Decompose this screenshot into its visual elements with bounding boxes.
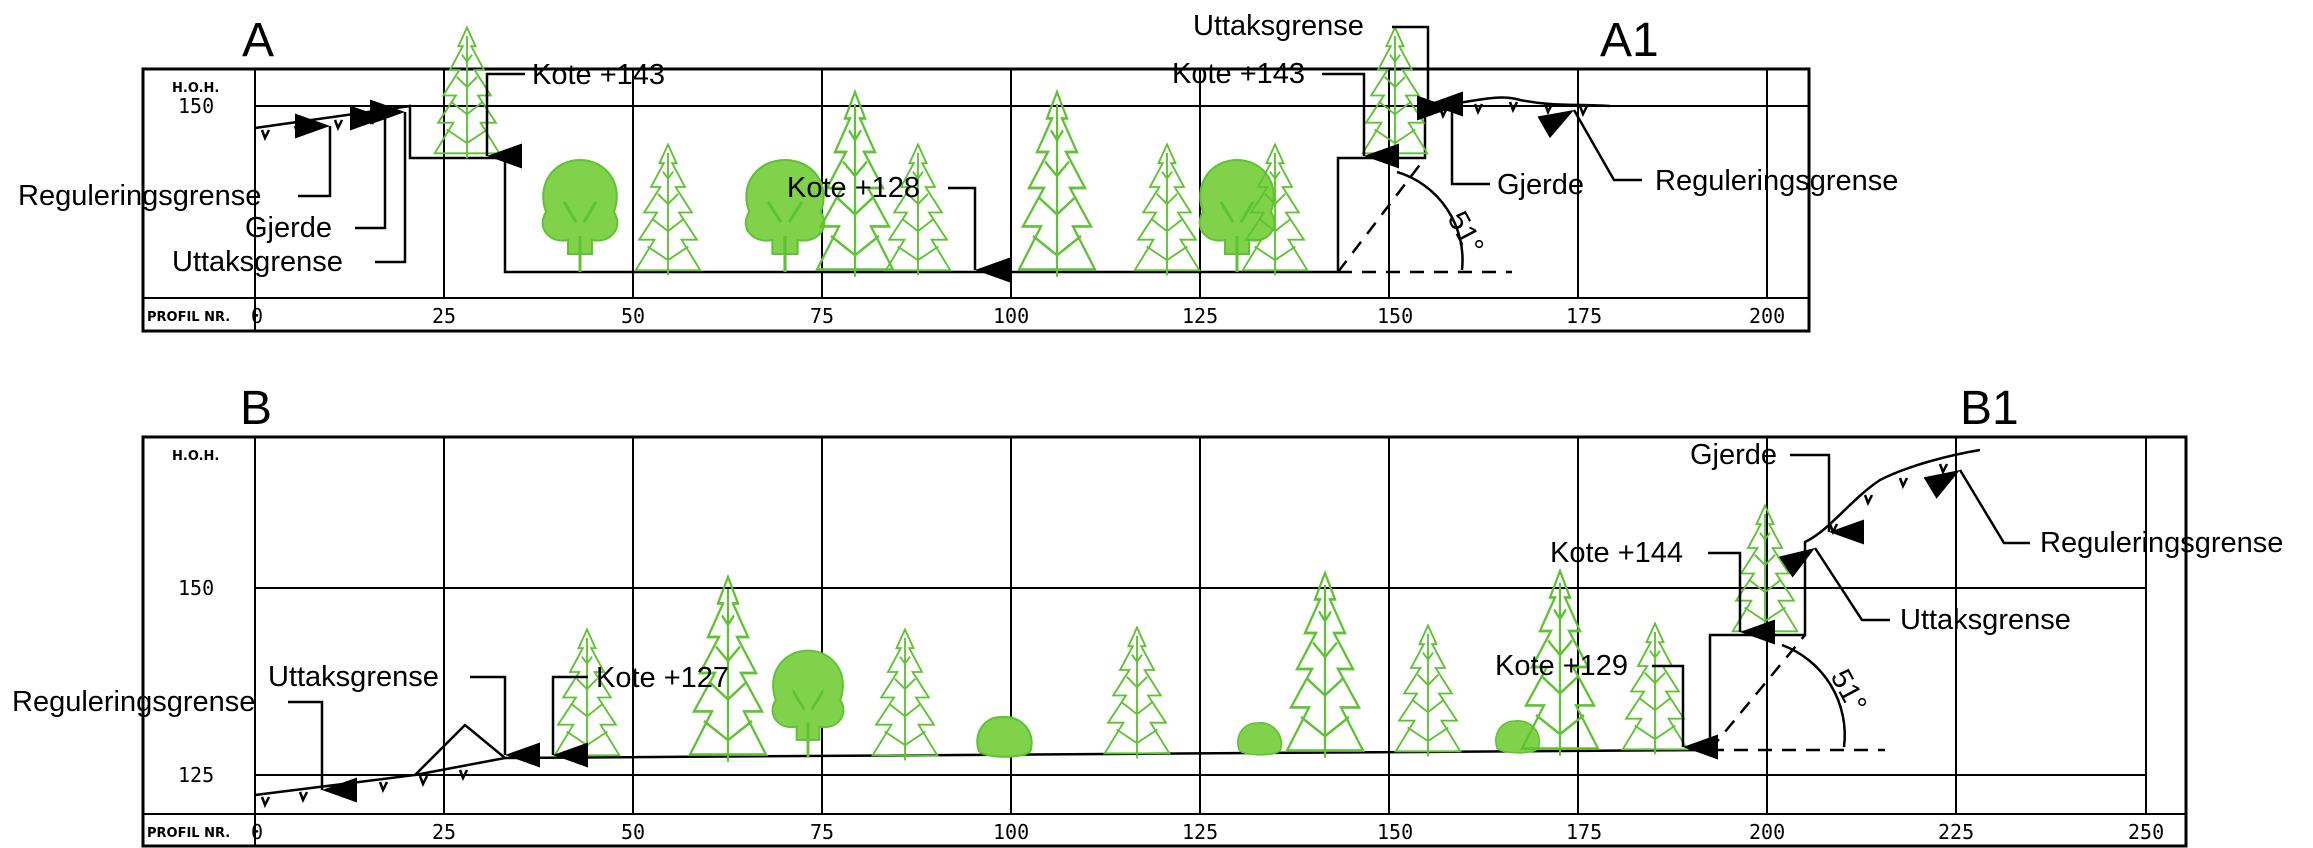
section-b-terrain-profile <box>254 448 1981 797</box>
svg-text:100: 100 <box>993 820 1029 844</box>
section-a-uttaksgrense-left: Uttaksgrense <box>172 246 343 278</box>
section-b-kote-bottom-right-leader <box>1652 664 1718 760</box>
section-a-profil-label: PROFIL NR. <box>147 310 230 325</box>
svg-text:100: 100 <box>993 304 1029 328</box>
section-b-slope-lines <box>1709 634 1885 752</box>
section-b-kote-left-leader <box>551 675 588 768</box>
section-a-kote-left-leader <box>485 72 525 169</box>
section-a-kote-bottom: Kote +128 <box>787 172 920 204</box>
section-b-reguleringsgrense-right-leader <box>1923 469 2030 545</box>
section-b-ytick-150: 150 <box>178 576 214 600</box>
section-a-reguleringsgrense-right-leader <box>1537 109 1642 182</box>
section-a-reguleringsgrense-left-leader <box>295 113 332 198</box>
section-a-uttaksgrense-right-leader <box>1392 25 1463 117</box>
section-a-terrain-profile <box>254 96 1611 274</box>
section-a-frame <box>141 67 1811 333</box>
svg-text:175: 175 <box>1566 304 1602 328</box>
section-b-reguleringsgrense-left-leader <box>288 700 357 803</box>
section-b-ytick-125: 125 <box>178 763 214 787</box>
svg-text:25: 25 <box>432 820 456 844</box>
section-a-end-label: A1 <box>1600 14 1659 67</box>
section-a-kote-right-leader <box>1322 72 1399 169</box>
svg-text:200: 200 <box>1749 304 1785 328</box>
section-a-kote-bottom-leader <box>948 186 1010 283</box>
svg-text:50: 50 <box>621 304 645 328</box>
section-a-hoh-label: H.O.H. <box>172 81 219 96</box>
svg-text:125: 125 <box>1182 820 1218 844</box>
section-a-angle: 51° <box>1441 206 1490 260</box>
svg-text:250: 250 <box>2128 820 2164 844</box>
section-b-kote-top: Kote +144 <box>1550 537 1683 569</box>
section-b-profil-label: PROFIL NR. <box>147 826 230 841</box>
section-a-gjerde-left-leader <box>350 105 387 230</box>
section-a-slope-lines <box>1337 157 1512 274</box>
section-b-uttaksgrense-right: Uttaksgrense <box>1900 604 2071 636</box>
section-b-gjerde-right-leader <box>1790 453 1864 545</box>
section-a-uttaksgrense-right: Uttaksgrense <box>1193 10 1364 42</box>
section-a-kote-left: Kote +143 <box>532 59 665 91</box>
section-b-end-label: B1 <box>1960 382 2019 435</box>
section-b-reguleringsgrense-left: Reguleringsgrense <box>12 686 255 718</box>
section-a-angle-arc <box>1396 170 1464 271</box>
svg-text:175: 175 <box>1566 820 1602 844</box>
section-b-angle: 51° <box>1824 664 1873 718</box>
section-b: B B1 H.O.H. 150 125 PROFIL NR. 0 25 50 7… <box>12 382 2283 848</box>
svg-text:225: 225 <box>1938 820 1974 844</box>
section-b-uttaksgrense-left: Uttaksgrense <box>268 661 439 693</box>
section-a-start-label: A <box>242 14 274 67</box>
svg-text:75: 75 <box>810 820 834 844</box>
section-a-reguleringsgrense-left: Reguleringsgrense <box>18 180 261 212</box>
svg-text:125: 125 <box>1182 304 1218 328</box>
section-b-kote-bottom-right: Kote +129 <box>1495 650 1628 682</box>
section-a-kote-right: Kote +143 <box>1172 58 1305 90</box>
section-a-gjerde-right-leader <box>1417 95 1490 186</box>
svg-text:25: 25 <box>432 304 456 328</box>
svg-text:0: 0 <box>251 820 263 844</box>
section-b-angle-arc <box>1781 643 1846 748</box>
section-b-uttaksgrense-left-leader <box>470 675 540 768</box>
section-b-uttaksgrense-right-leader <box>1778 547 1890 622</box>
svg-text:150: 150 <box>1377 304 1413 328</box>
section-b-hoh-label: H.O.H. <box>172 449 219 464</box>
section-b-kote-top-leader <box>1708 551 1775 645</box>
section-a-gjerde-right: Gjerde <box>1497 169 1584 201</box>
section-b-start-label: B <box>240 382 272 435</box>
section-b-xticks: 0 25 50 75 100 125 150 175 200 225 250 <box>251 820 2164 844</box>
section-a-ytick-150: 150 <box>178 94 214 118</box>
section-b-gjerde-right: Gjerde <box>1690 439 1777 471</box>
section-b-frame <box>141 435 2188 848</box>
section-b-kote-left: Kote +127 <box>596 662 729 694</box>
svg-text:150: 150 <box>1377 820 1413 844</box>
section-a: A A1 H.O.H. 150 PROFIL NR. 0 25 50 75 10… <box>18 10 1898 333</box>
svg-text:0: 0 <box>251 304 263 328</box>
svg-text:50: 50 <box>621 820 645 844</box>
section-a-reguleringsgrense-right: Reguleringsgrense <box>1655 165 1898 197</box>
svg-text:75: 75 <box>810 304 834 328</box>
section-a-xticks: 0 25 50 75 100 125 150 175 200 <box>251 304 1785 328</box>
section-b-bench-line <box>414 756 506 777</box>
svg-text:200: 200 <box>1749 820 1785 844</box>
section-a-vertical-gridlines <box>443 69 1768 298</box>
section-a-uttaksgrense-left-leader <box>370 99 407 264</box>
section-b-reguleringsgrense-right: Reguleringsgrense <box>2040 527 2283 559</box>
section-a-gjerde-left: Gjerde <box>245 212 332 244</box>
